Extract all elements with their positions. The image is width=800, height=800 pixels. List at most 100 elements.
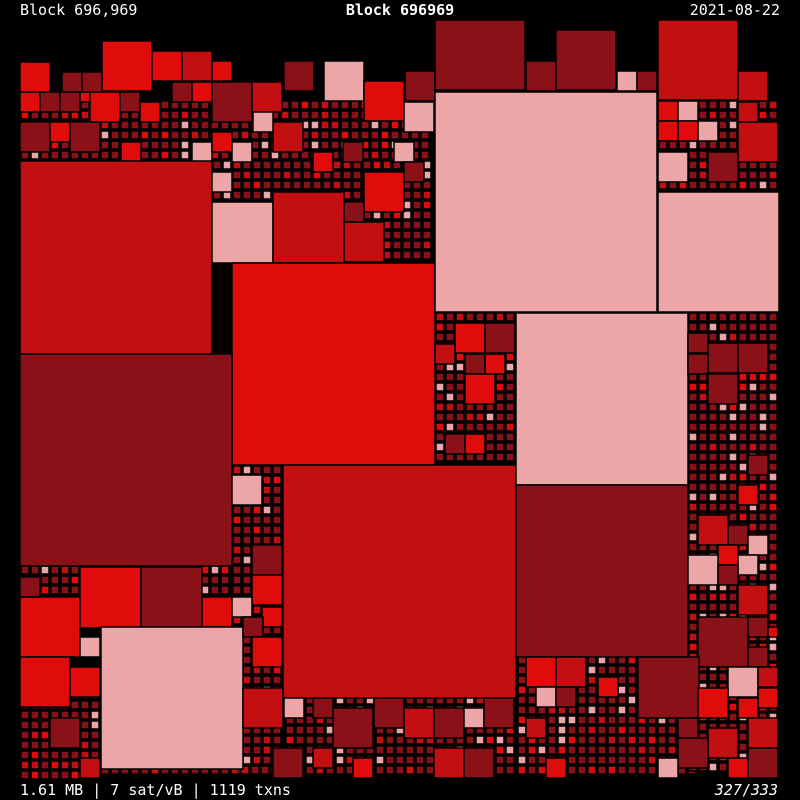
transaction-block: [748, 332, 758, 342]
transaction-block: [232, 545, 242, 555]
transaction-block: [251, 544, 283, 576]
transaction-block: [587, 735, 597, 745]
transaction-block: [40, 760, 50, 770]
transaction-block: [728, 702, 738, 712]
transaction-block: [688, 382, 698, 392]
transaction-block: [292, 170, 302, 180]
transaction-block: [242, 575, 252, 585]
transaction-block: [262, 535, 272, 545]
transaction-block: [587, 685, 597, 695]
transaction-block: [242, 555, 252, 565]
transaction-block: [392, 240, 402, 250]
transaction-block: [768, 422, 778, 432]
transaction-block: [577, 725, 587, 735]
transaction-block: [210, 565, 220, 575]
transaction-block: [231, 141, 253, 163]
transaction-block: [435, 392, 445, 402]
transaction-block: [607, 705, 617, 715]
transaction-block: [738, 412, 748, 422]
transaction-block: [718, 672, 728, 682]
transaction-block: [312, 180, 322, 190]
transaction-block: [698, 170, 708, 180]
transaction-block: [718, 492, 728, 502]
transaction-block: [728, 332, 738, 342]
transaction-block: [718, 412, 728, 422]
transaction-block: [310, 130, 320, 140]
transaction-block: [617, 675, 627, 685]
page-separator: /: [741, 781, 751, 799]
transaction-block: [768, 180, 778, 190]
transaction-block: [282, 180, 292, 190]
transaction-block: [738, 422, 748, 432]
transaction-block: [758, 332, 768, 342]
transaction-block: [262, 475, 272, 485]
transaction-block: [698, 502, 708, 512]
transaction-block: [190, 110, 200, 120]
transaction-block: [657, 735, 667, 745]
transaction-block: [120, 120, 130, 130]
transaction-block: [627, 715, 637, 725]
transaction-block: [527, 765, 537, 775]
transaction-block: [718, 312, 728, 322]
transaction-block: [435, 422, 445, 432]
transaction-block: [320, 120, 330, 130]
transaction-block: [627, 685, 637, 695]
transaction-block: [627, 765, 637, 775]
transaction-block: [272, 170, 282, 180]
transaction-block: [262, 180, 272, 190]
transaction-block: [718, 602, 728, 612]
transaction-block: [727, 666, 759, 698]
transaction-block: [525, 717, 547, 739]
transaction-block: [728, 110, 738, 120]
transaction-block: [475, 312, 485, 322]
transaction-block: [728, 322, 738, 332]
transaction-block: [707, 151, 739, 183]
transaction-block: [435, 402, 445, 412]
transaction-block: [557, 715, 567, 725]
transaction-block: [525, 656, 557, 688]
transaction-block: [445, 372, 455, 382]
transaction-block: [647, 725, 657, 735]
transaction-block: [748, 392, 758, 402]
transaction-block: [708, 312, 718, 322]
transaction-block: [768, 502, 778, 512]
transaction-block: [211, 171, 233, 193]
transaction-block: [242, 655, 252, 665]
transaction-block: [464, 373, 496, 405]
transaction-block: [375, 745, 385, 755]
transaction-block: [139, 101, 161, 123]
transaction-block: [607, 755, 617, 765]
transaction-block: [262, 525, 272, 535]
transaction-block: [495, 312, 505, 322]
transaction-block: [260, 140, 270, 150]
transaction-block: [140, 140, 150, 150]
transaction-block: [688, 140, 698, 150]
transaction-block: [332, 707, 374, 749]
transaction-block: [252, 605, 262, 615]
transaction-block: [435, 382, 445, 392]
transaction-block: [252, 160, 262, 170]
transaction-block: [597, 755, 607, 765]
transaction-block: [758, 482, 768, 492]
transaction-block: [748, 180, 758, 190]
transaction-block: [370, 150, 380, 160]
transaction-block: [260, 150, 270, 160]
transaction-block: [607, 765, 617, 775]
transaction-block: [412, 230, 422, 240]
transaction-block: [505, 422, 515, 432]
transaction-block: [370, 140, 380, 150]
transaction-block: [505, 432, 515, 442]
transaction-block: [435, 432, 445, 442]
transaction-block: [768, 322, 778, 332]
transaction-block: [464, 353, 486, 375]
transaction-block: [70, 585, 80, 595]
transaction-block: [688, 150, 698, 160]
transaction-block: [738, 472, 748, 482]
transaction-block: [375, 765, 385, 775]
transaction-block: [211, 60, 233, 82]
transaction-block: [445, 312, 455, 322]
transaction-block: [262, 675, 272, 685]
transaction-block: [30, 565, 40, 575]
transaction-block: [19, 656, 71, 708]
transaction-block: [252, 675, 262, 685]
